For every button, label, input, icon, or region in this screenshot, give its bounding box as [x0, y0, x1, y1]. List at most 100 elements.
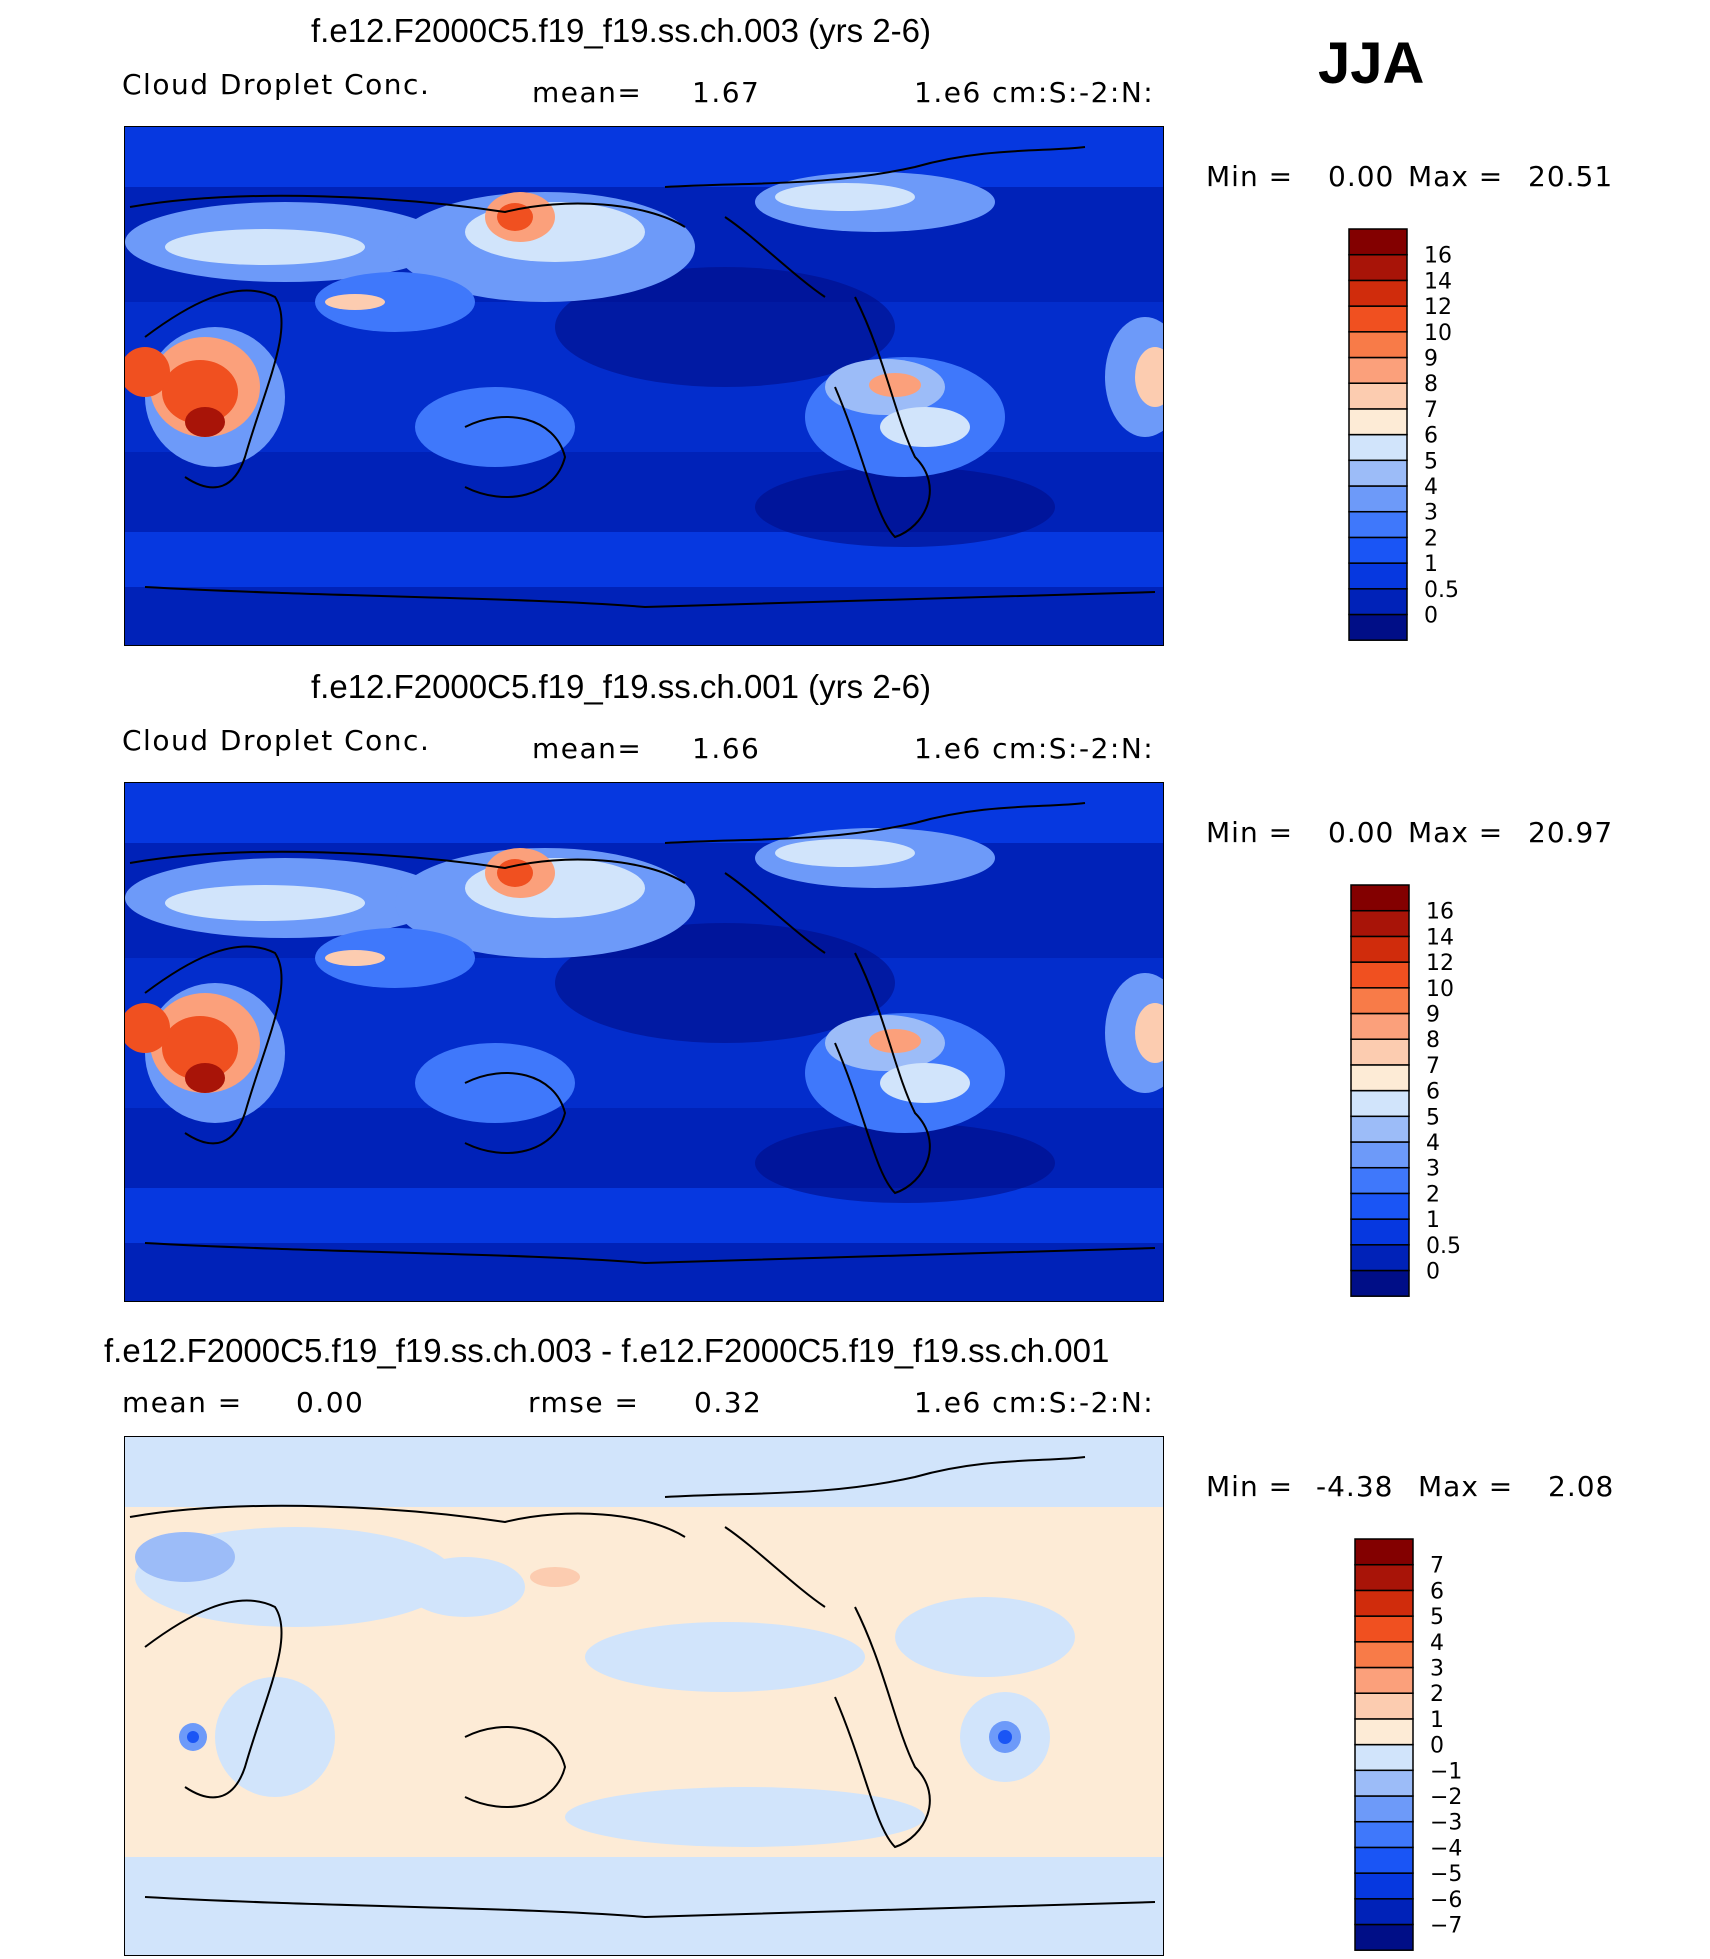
colorbar-tick-label: 5 — [1426, 1105, 1440, 1130]
colorbar-swatch — [1350, 1269, 1410, 1297]
panel-2-max-label: Max = — [1408, 816, 1504, 849]
colorbar-swatch — [1354, 1718, 1414, 1746]
colorbar-swatch — [1350, 1115, 1410, 1143]
colorbar-tick-label: 6 — [1430, 1579, 1444, 1604]
colorbar-tick-label: −1 — [1430, 1759, 1462, 1784]
colorbar-tick-label: 3 — [1424, 501, 1438, 526]
colorbar-swatch — [1350, 1064, 1410, 1092]
colorbar-swatch — [1348, 228, 1408, 256]
colorbar-swatch — [1348, 279, 1408, 307]
panel-3-colorbar: −7 −6 −5 −4 −3 −2 −1 0 1 2 3 4 5 6 7 — [1354, 1538, 1494, 1959]
panel-3-map-field — [125, 1437, 1163, 1955]
colorbar-tick-label: 7 — [1426, 1054, 1440, 1079]
panel-1-mean-value: 1.67 — [692, 76, 761, 109]
colorbar-tick-label: 0.5 — [1426, 1234, 1461, 1259]
colorbar-swatch — [1348, 459, 1408, 487]
colorbar-swatch — [1348, 536, 1408, 564]
colorbar-tick-label: 6 — [1426, 1080, 1440, 1105]
colorbar-swatch — [1350, 1141, 1410, 1169]
panel-2-title: f.e12.F2000C5.f19_f19.ss.ch.001 (yrs 2-6… — [311, 668, 932, 705]
panel-3-title: f.e12.F2000C5.f19_f19.ss.ch.003 - f.e12.… — [104, 1332, 1110, 1369]
colorbar-swatch — [1354, 1743, 1414, 1772]
colorbar-swatch — [1348, 253, 1408, 282]
colorbar-tick-label: −7 — [1430, 1914, 1462, 1939]
panel-3-max-value: 2.08 — [1548, 1470, 1615, 1503]
colorbar-tick-label: 5 — [1424, 449, 1438, 474]
season-label: JJA — [1318, 31, 1425, 96]
colorbar-swatch — [1354, 1923, 1414, 1951]
panel-1-title: f.e12.F2000C5.f19_f19.ss.ch.003 (yrs 2-6… — [311, 12, 932, 49]
colorbar-tick-label: 9 — [1426, 1003, 1440, 1028]
panel-1-min-value: 0.00 — [1328, 160, 1395, 193]
panel-1-min-label: Min = — [1206, 160, 1294, 193]
panel-3-mean-value: 0.00 — [296, 1386, 365, 1419]
colorbar-tick-label: 0 — [1426, 1260, 1440, 1285]
colorbar-swatch — [1350, 1038, 1410, 1066]
colorbar-tick-label: 1 — [1426, 1208, 1440, 1233]
panel-3-rmse-label: rmse = — [528, 1386, 640, 1419]
panel-2-map-field — [125, 783, 1163, 1301]
colorbar-tick-label: 0 — [1430, 1734, 1444, 1759]
colorbar-tick-label: 3 — [1426, 1157, 1440, 1182]
colorbar-swatch — [1354, 1538, 1414, 1566]
panel-2-variable: Cloud Droplet Conc. — [122, 724, 431, 757]
colorbar-tick-label: 16 — [1424, 244, 1452, 269]
panel-3-rmse-value: 0.32 — [694, 1386, 763, 1419]
colorbar-swatch — [1354, 1589, 1414, 1617]
colorbar-tick-label: 0 — [1424, 604, 1438, 629]
colorbar-swatch — [1350, 1244, 1410, 1272]
panel-2-map — [124, 782, 1164, 1302]
colorbar-swatch — [1350, 1166, 1410, 1195]
panel-1-variable: Cloud Droplet Conc. — [122, 68, 431, 101]
colorbar-swatch — [1350, 909, 1410, 938]
colorbar-swatch — [1350, 884, 1410, 912]
colorbar-swatch — [1348, 331, 1408, 359]
colorbar-tick-label: 1 — [1424, 552, 1438, 577]
colorbar-swatch — [1350, 935, 1410, 963]
colorbar-swatch — [1348, 613, 1408, 641]
colorbar-swatch — [1354, 1563, 1414, 1592]
panel-3-max-label: Max = — [1418, 1470, 1514, 1503]
panel-2-mean-label: mean= — [532, 732, 643, 765]
colorbar-swatch — [1354, 1846, 1414, 1874]
colorbar-tick-label: 16 — [1426, 900, 1454, 925]
colorbar-swatch — [1348, 510, 1408, 539]
colorbar-tick-label: 2 — [1426, 1182, 1440, 1207]
colorbar-tick-label: 4 — [1424, 475, 1438, 500]
colorbar-swatch — [1348, 408, 1408, 436]
colorbar-swatch — [1348, 382, 1408, 410]
colorbar-tick-label: 4 — [1430, 1631, 1444, 1656]
colorbar-swatch — [1354, 1898, 1414, 1926]
colorbar-tick-label: 2 — [1430, 1682, 1444, 1707]
colorbar-tick-label: 2 — [1424, 526, 1438, 551]
colorbar-swatch — [1348, 485, 1408, 513]
colorbar-tick-label: 10 — [1424, 321, 1452, 346]
panel-1-max-label: Max = — [1408, 160, 1504, 193]
colorbar-swatch — [1350, 1012, 1410, 1040]
colorbar-swatch — [1350, 1089, 1410, 1118]
colorbar-swatch — [1354, 1615, 1414, 1643]
colorbar-swatch — [1350, 961, 1410, 989]
colorbar-tick-label: 10 — [1426, 977, 1454, 1002]
colorbar-swatch — [1348, 433, 1408, 462]
panel-2-mean-value: 1.66 — [692, 732, 761, 765]
colorbar-tick-label: 14 — [1424, 269, 1452, 294]
colorbar-tick-label: −5 — [1430, 1862, 1462, 1887]
panel-3-min-value: -4.38 — [1316, 1470, 1394, 1503]
colorbar-tick-label: −4 — [1430, 1836, 1462, 1861]
colorbar-tick-label: 4 — [1426, 1131, 1440, 1156]
colorbar-tick-label: 12 — [1426, 951, 1454, 976]
colorbar-swatch — [1348, 305, 1408, 333]
panel-3-units: 1.e6 cm:S:-2:N: — [914, 1386, 1155, 1419]
colorbar-swatch — [1350, 987, 1410, 1015]
panel-2-min-value: 0.00 — [1328, 816, 1395, 849]
colorbar-swatch — [1354, 1820, 1414, 1849]
colorbar-tick-label: −2 — [1430, 1785, 1462, 1810]
panel-1-map — [124, 126, 1164, 646]
colorbar-tick-label: −3 — [1430, 1811, 1462, 1836]
panel-2-min-label: Min = — [1206, 816, 1294, 849]
panel-3-mean-label: mean = — [122, 1386, 243, 1419]
panel-2-colorbar: 0 0.5 1 2 3 4 5 6 7 8 9 10 12 14 16 — [1350, 884, 1490, 1305]
